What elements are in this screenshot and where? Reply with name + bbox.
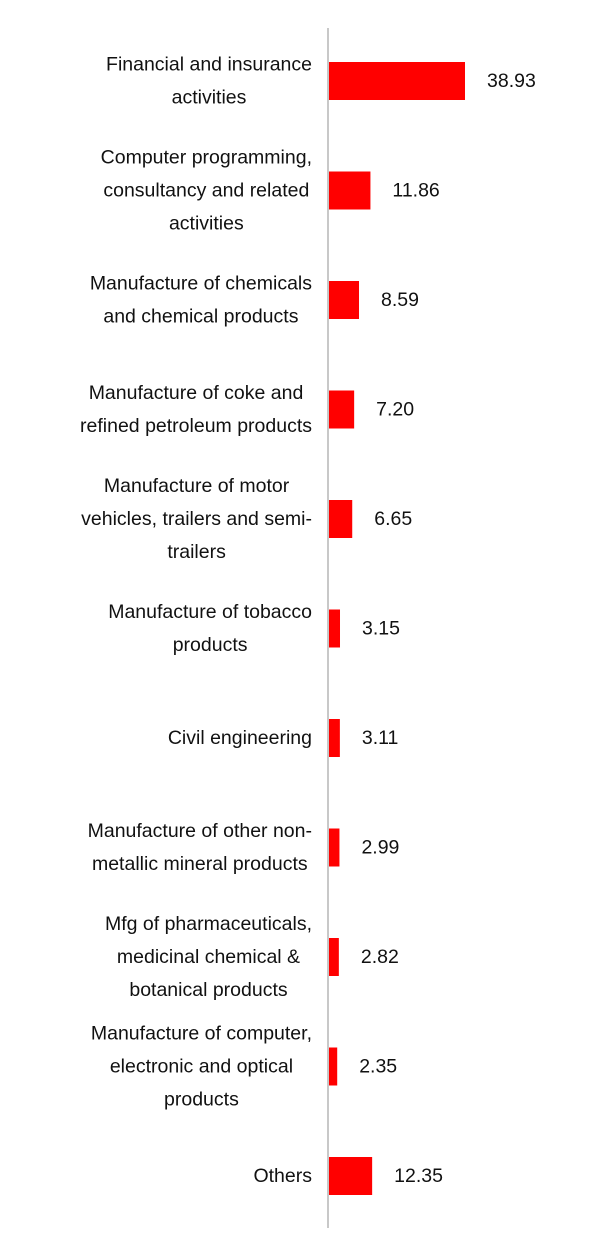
value-label: 2.82 bbox=[361, 946, 399, 968]
bar bbox=[329, 828, 340, 867]
category-label: Financial and insurance activities bbox=[106, 54, 312, 109]
category-label: Civil engineering bbox=[168, 727, 312, 749]
category-label: Computer programming, consultancy and rel… bbox=[101, 147, 312, 235]
bar bbox=[329, 500, 353, 538]
category-label: Manufacture of other non-metallic minera… bbox=[88, 820, 312, 875]
value-label: 38.93 bbox=[487, 70, 536, 92]
value-label: 12.35 bbox=[394, 1165, 443, 1187]
value-label: 2.99 bbox=[361, 837, 399, 859]
bar bbox=[329, 609, 341, 648]
category-label: Manufacture of coke and refined petroleum… bbox=[80, 382, 312, 437]
value-label: 6.65 bbox=[374, 508, 412, 530]
value-label: 8.59 bbox=[381, 289, 419, 311]
value-label: 3.11 bbox=[362, 727, 399, 749]
category-label: Manufacture of chemicals and chemical pro… bbox=[90, 273, 312, 328]
category-label: Manufacture of computer, electronic and o… bbox=[91, 1023, 312, 1111]
bar bbox=[329, 1047, 338, 1086]
bar bbox=[329, 938, 339, 976]
value-labels-group: 38.93 11.86 8.59 7.20 6.65 3.15 3.11 2.99 2.82 2.… bbox=[359, 70, 536, 1187]
value-label: 3.15 bbox=[362, 618, 400, 640]
bar bbox=[329, 719, 340, 757]
category-labels-group: Financial and insurance activities Compute… bbox=[80, 54, 312, 1188]
category-label: Manufacture of tobacco products bbox=[108, 601, 312, 656]
bar bbox=[329, 1157, 373, 1195]
bar bbox=[329, 171, 371, 210]
value-label: 7.20 bbox=[376, 399, 414, 421]
bars-group bbox=[329, 62, 465, 1195]
bar bbox=[329, 390, 355, 429]
bar bbox=[329, 62, 465, 100]
value-label: 11.86 bbox=[392, 180, 439, 202]
value-label: 2.35 bbox=[359, 1056, 397, 1078]
bar bbox=[329, 281, 360, 319]
category-label: Mfg of pharmaceuticals, medicinal chemica… bbox=[105, 913, 312, 1001]
category-label: Others bbox=[253, 1165, 312, 1187]
category-label: Manufacture of motor vehicles, trailers a… bbox=[81, 475, 312, 563]
